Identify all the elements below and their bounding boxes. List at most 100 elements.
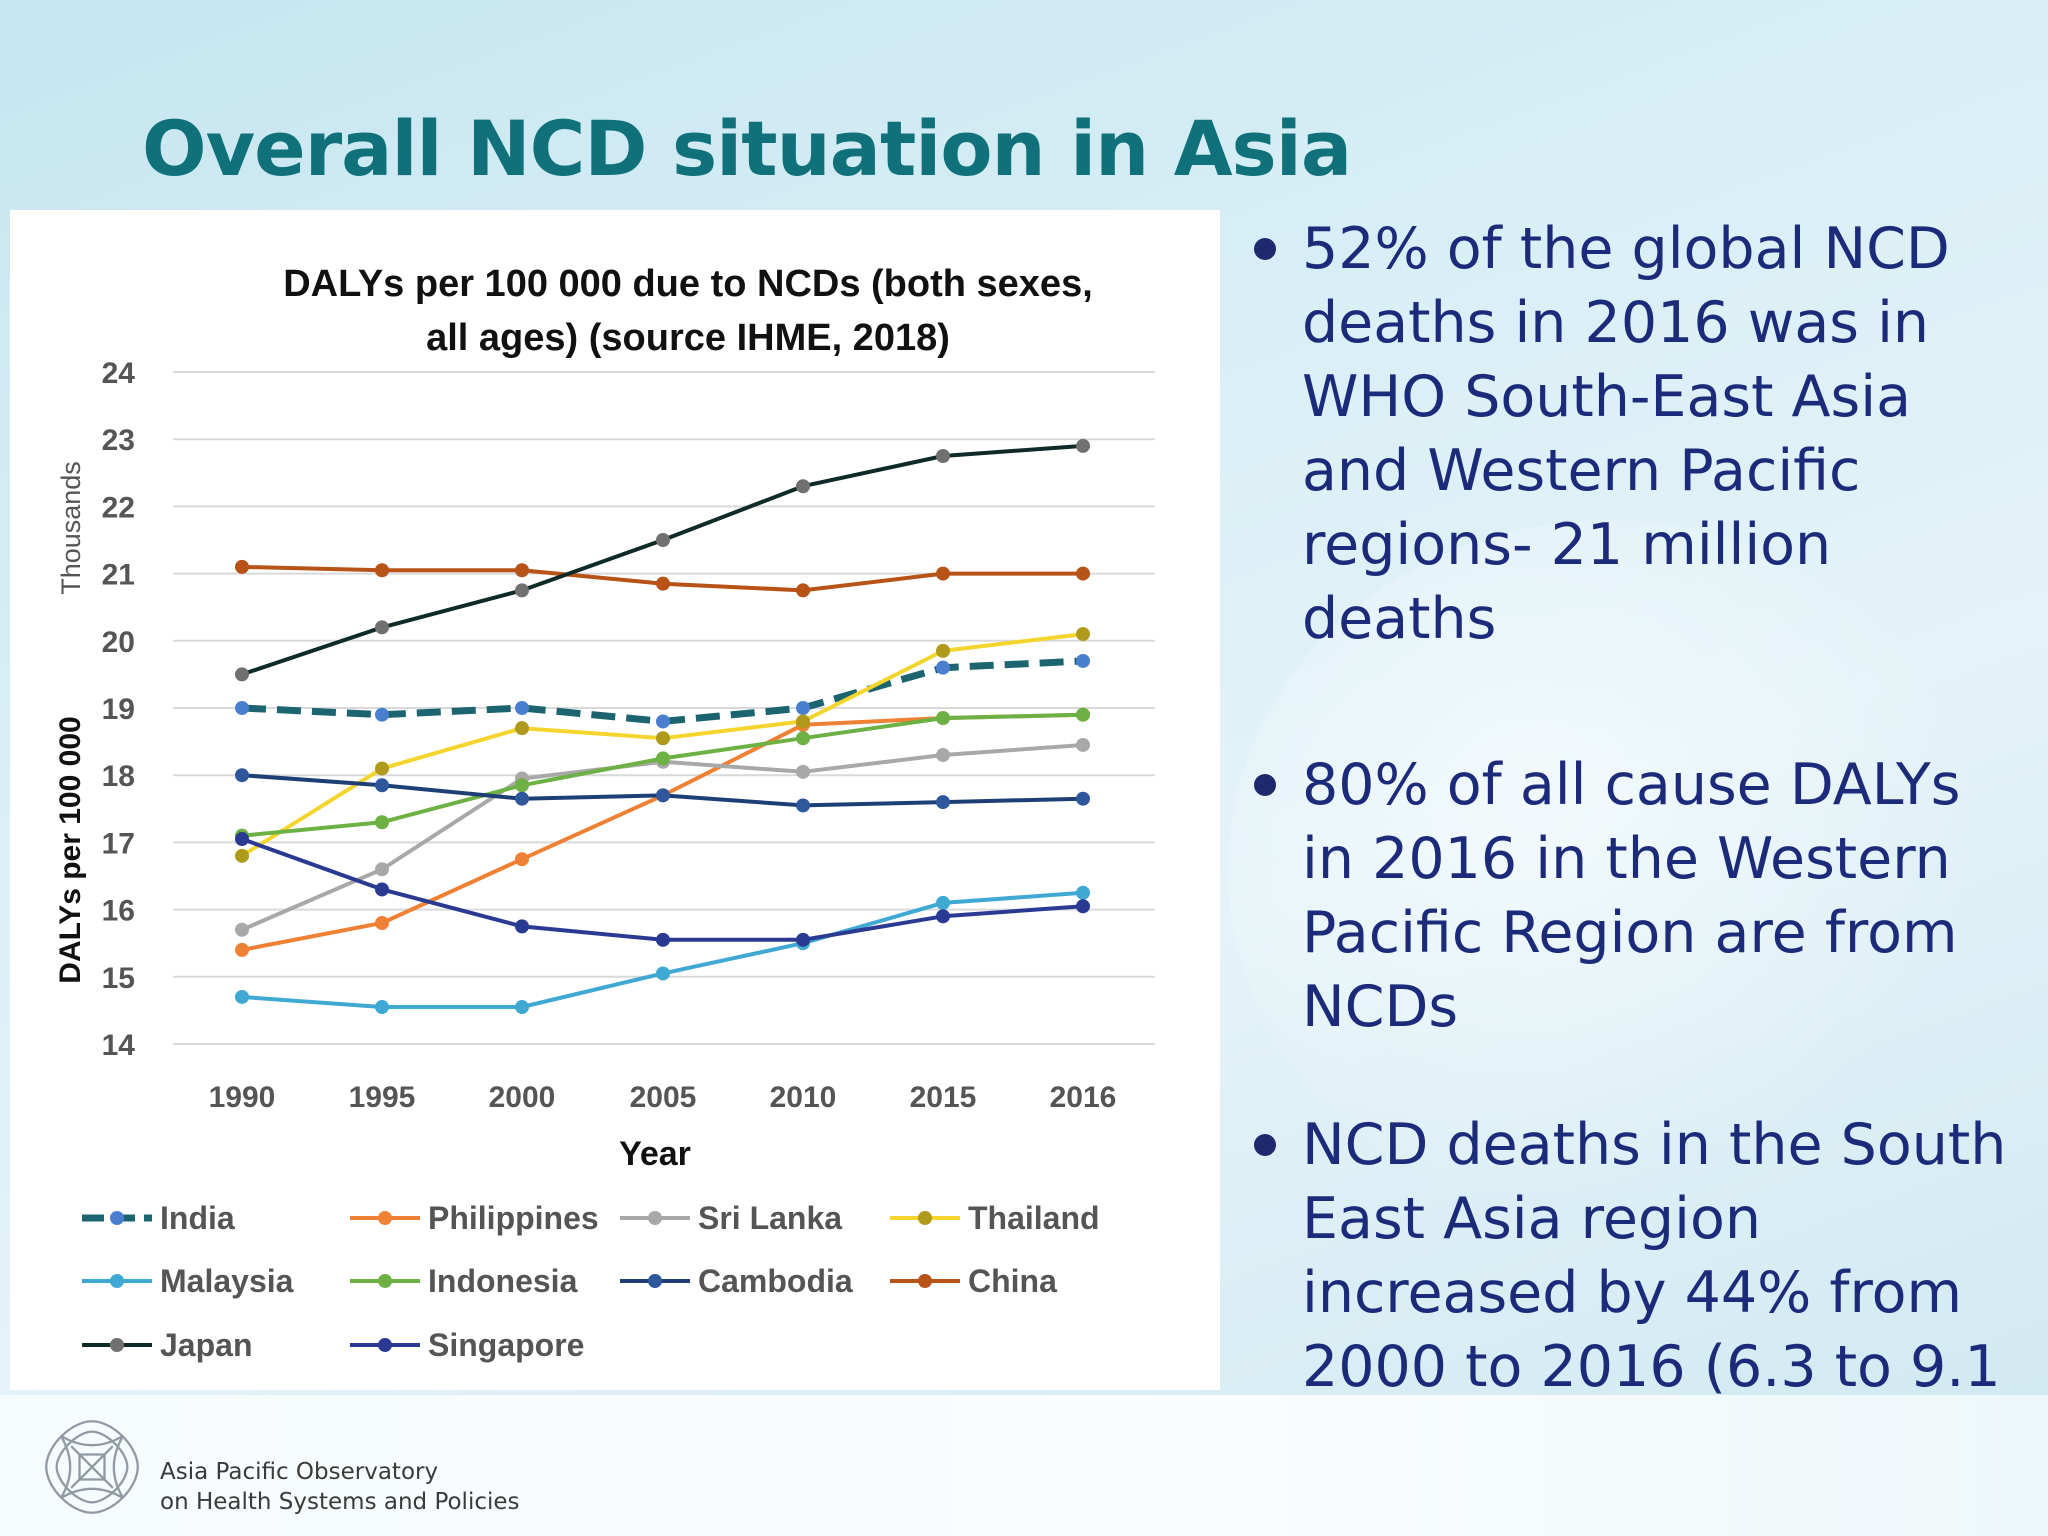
legend-label: Singapore (428, 1327, 584, 1363)
legend-marker (110, 1338, 124, 1352)
bullet-dot-icon (1254, 238, 1276, 260)
data-point (1076, 653, 1090, 668)
legend-label: India (160, 1200, 235, 1236)
series-cambodia (235, 768, 1090, 813)
bullet-text: 80% of all cause DALYs in 2016 in the We… (1302, 752, 1961, 1040)
data-point (656, 714, 670, 729)
data-point (375, 707, 389, 722)
series-line (241, 657, 1084, 725)
y-axis-unit: Thousands (56, 461, 86, 595)
data-point (235, 989, 249, 1004)
data-point (1076, 627, 1090, 642)
data-point (796, 932, 810, 947)
data-point (375, 882, 389, 897)
data-point (1076, 566, 1090, 581)
data-point (796, 583, 810, 598)
y-tick-label: 22 (102, 491, 135, 524)
legend-label: China (968, 1263, 1057, 1299)
data-point (375, 563, 389, 578)
data-point (515, 1000, 529, 1015)
data-point (235, 832, 249, 847)
legend-item: Philippines (350, 1200, 599, 1236)
x-tick-label: 2015 (910, 1081, 977, 1114)
data-point (936, 643, 950, 658)
data-point (936, 660, 950, 675)
legend-marker (378, 1338, 392, 1352)
data-point (936, 711, 950, 726)
data-point (515, 852, 529, 867)
org-line-2: on Health Systems and Policies (160, 1489, 520, 1515)
data-point (515, 563, 529, 578)
data-point (375, 761, 389, 776)
line-chart: 14 15 16 17 18 19 20 21 22 23 24 1990 1995 2000 2005 20… (54, 263, 1155, 1363)
data-point (375, 862, 389, 877)
legend-item: Indonesia (350, 1263, 578, 1299)
data-point (656, 576, 670, 591)
series-thailand (235, 627, 1090, 863)
data-point (796, 731, 810, 746)
y-tick-label: 14 (102, 1029, 136, 1062)
legend-marker (918, 1211, 932, 1225)
chart-panel: 14 15 16 17 18 19 20 21 22 23 24 1990 1995 2000 2005 20… (10, 210, 1220, 1390)
series (235, 438, 1090, 1015)
data-point (656, 731, 670, 746)
org-line-1: Asia Pacific Observatory (160, 1459, 439, 1485)
x-tick-label: 2000 (489, 1081, 556, 1114)
legend-label: Sri Lanka (698, 1200, 842, 1236)
y-tick-label: 24 (102, 357, 136, 390)
data-point (936, 895, 950, 910)
legend-item: Singapore (350, 1327, 584, 1363)
x-tick-label: 2016 (1050, 1081, 1117, 1114)
y-tick-label: 15 (102, 962, 135, 995)
data-point (656, 932, 670, 947)
background-decoration (1228, 520, 1988, 1220)
legend-item: Cambodia (620, 1263, 853, 1299)
y-axis-label: DALYs per 100 000 (54, 716, 87, 983)
legend-marker (110, 1211, 124, 1225)
data-point (375, 620, 389, 635)
legend-marker (648, 1274, 662, 1288)
observatory-logo-icon (45, 1420, 139, 1514)
data-point (796, 798, 810, 813)
data-point (796, 479, 810, 494)
data-point (1076, 791, 1090, 806)
data-point (796, 714, 810, 729)
data-point (936, 795, 950, 810)
legend: India Philippines Sri Lanka Thailand Malaysi… (82, 1200, 1100, 1363)
data-point (235, 942, 249, 957)
chart-title-line2: all ages) (source IHME, 2018) (426, 317, 950, 359)
data-point (796, 701, 810, 715)
x-axis-label: Year (619, 1135, 691, 1173)
series-indonesia (235, 707, 1090, 843)
data-point (375, 1000, 389, 1015)
y-tick-label: 18 (102, 760, 135, 793)
x-tick-label: 1990 (209, 1081, 276, 1114)
data-point (375, 778, 389, 793)
series-sri-lanka (235, 737, 1090, 937)
legend-item: Malaysia (82, 1263, 294, 1299)
footer: Asia Pacific Observatory on Health Syste… (0, 1395, 2048, 1536)
data-point (796, 764, 810, 779)
data-point (936, 748, 950, 763)
data-point (1076, 737, 1090, 752)
series-japan (235, 438, 1090, 682)
legend-label: Malaysia (160, 1263, 294, 1299)
bullet-text: 52% of the global NCD deaths in 2016 was… (1302, 216, 1950, 652)
bullet-item: 52% of the global NCD deaths in 2016 was… (1240, 212, 2030, 656)
y-tick-label: 20 (102, 626, 135, 659)
bullet-dot-icon (1254, 774, 1276, 796)
data-point (235, 667, 249, 682)
data-point (656, 533, 670, 547)
legend-item: India (82, 1200, 235, 1236)
legend-label: Japan (160, 1327, 252, 1363)
data-point (235, 701, 249, 715)
data-point (235, 848, 249, 863)
y-tick-label: 21 (102, 559, 135, 592)
bullet-item: NCD deaths in the South East Asia region… (1240, 1108, 2030, 1478)
y-tick-label: 19 (102, 693, 135, 726)
chart-title-line1: DALYs per 100 000 due to NCDs (both sexe… (283, 263, 1093, 305)
series-malaysia (235, 885, 1090, 1015)
bullet-item: 80% of all cause DALYs in 2016 in the We… (1240, 748, 2030, 1044)
legend-label: Indonesia (428, 1263, 578, 1299)
legend-item: Sri Lanka (620, 1200, 842, 1236)
